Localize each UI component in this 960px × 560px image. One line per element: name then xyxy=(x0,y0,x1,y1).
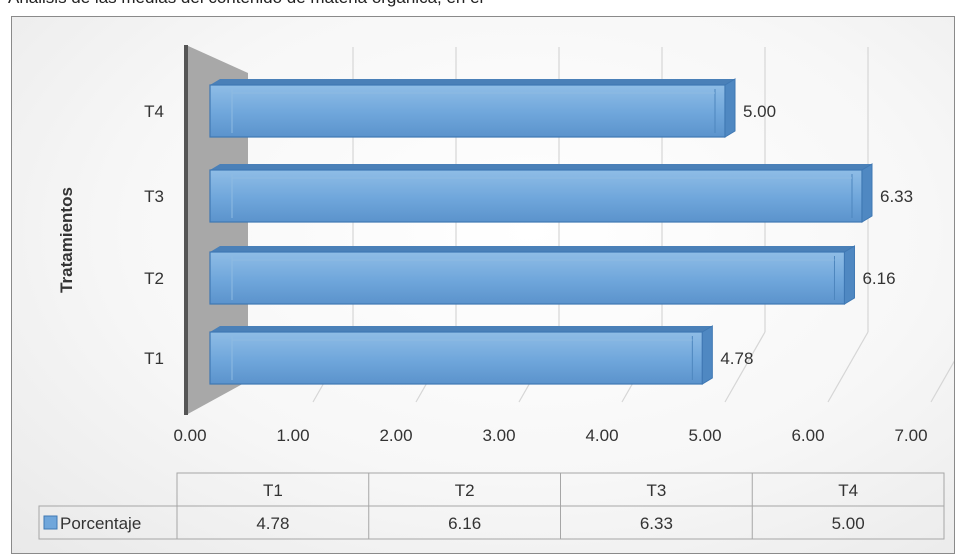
legend-label: Porcentaje xyxy=(60,514,141,533)
x-tick-label: 5.00 xyxy=(688,426,721,445)
bar-t4 xyxy=(209,78,736,138)
bar-end-face xyxy=(724,78,736,138)
table-cell-t2: 6.16 xyxy=(448,514,481,533)
x-tick-label: 0.00 xyxy=(173,426,206,445)
table-header-t1: T1 xyxy=(263,481,283,500)
category-label-t1: T1 xyxy=(144,349,164,368)
table-header-t3: T3 xyxy=(646,481,666,500)
page-caption: Análisis de las medias del contenido de … xyxy=(8,0,483,8)
bar-t2 xyxy=(209,245,855,305)
floor-gridline xyxy=(930,360,954,403)
bar-end-face xyxy=(701,325,713,385)
page-caption-strip: Análisis de las medias del contenido de … xyxy=(0,0,960,14)
bar-t3 xyxy=(209,163,873,223)
bar-front-face xyxy=(209,251,846,305)
bar-front-face xyxy=(209,331,703,385)
table-cell-t3: 6.33 xyxy=(640,514,673,533)
chart-frame: 4.78 6.16 6.33 5.00 T1 T2 T3 T4 0.00 1.00 2.00 3.… xyxy=(11,16,955,554)
bars: 4.78 6.16 6.33 5.00 xyxy=(209,78,913,385)
bar-end-face xyxy=(843,245,855,305)
data-label-t2: 6.16 xyxy=(862,269,895,288)
data-table: T1 4.78 T2 6.16 T3 6.33 T4 5.00 Porcentaje xyxy=(38,472,945,540)
bar-end-face xyxy=(861,163,873,223)
x-tick-label: 4.00 xyxy=(585,426,618,445)
y-axis-title: Tratamientos xyxy=(57,187,76,293)
x-tick-label: 6.00 xyxy=(791,426,824,445)
table-header-t4: T4 xyxy=(838,481,858,500)
floor-gridline xyxy=(724,331,766,403)
table-cell-t4: 5.00 xyxy=(832,514,865,533)
x-tick-label: 2.00 xyxy=(379,426,412,445)
data-label-t4: 5.00 xyxy=(743,102,776,121)
table-header-t2: T2 xyxy=(455,481,475,500)
bar-chart: 4.78 6.16 6.33 5.00 T1 T2 T3 T4 0.00 1.00 2.00 3.… xyxy=(38,45,954,540)
x-tick-labels: 0.00 1.00 2.00 3.00 4.00 5.00 6.00 7.00 xyxy=(173,426,927,445)
x-tick-label: 3.00 xyxy=(482,426,515,445)
x-tick-label: 7.00 xyxy=(894,426,927,445)
x-tick-label: 1.00 xyxy=(276,426,309,445)
category-label-t4: T4 xyxy=(144,102,164,121)
data-label-t1: 4.78 xyxy=(720,349,753,368)
category-label-t3: T3 xyxy=(144,187,164,206)
bar-top-face xyxy=(210,164,872,170)
table-row xyxy=(38,505,945,540)
category-label-t2: T2 xyxy=(144,269,164,288)
category-labels: T1 T2 T3 T4 xyxy=(144,102,164,368)
bar-top-face xyxy=(210,246,855,252)
data-label-t3: 6.33 xyxy=(880,187,913,206)
bar-top-face xyxy=(210,79,735,85)
bar-t1 xyxy=(209,325,713,385)
floor-gridline xyxy=(827,331,869,403)
bar-top-face xyxy=(210,326,713,332)
legend-swatch xyxy=(43,515,58,530)
table-cell-t1: 4.78 xyxy=(256,514,289,533)
